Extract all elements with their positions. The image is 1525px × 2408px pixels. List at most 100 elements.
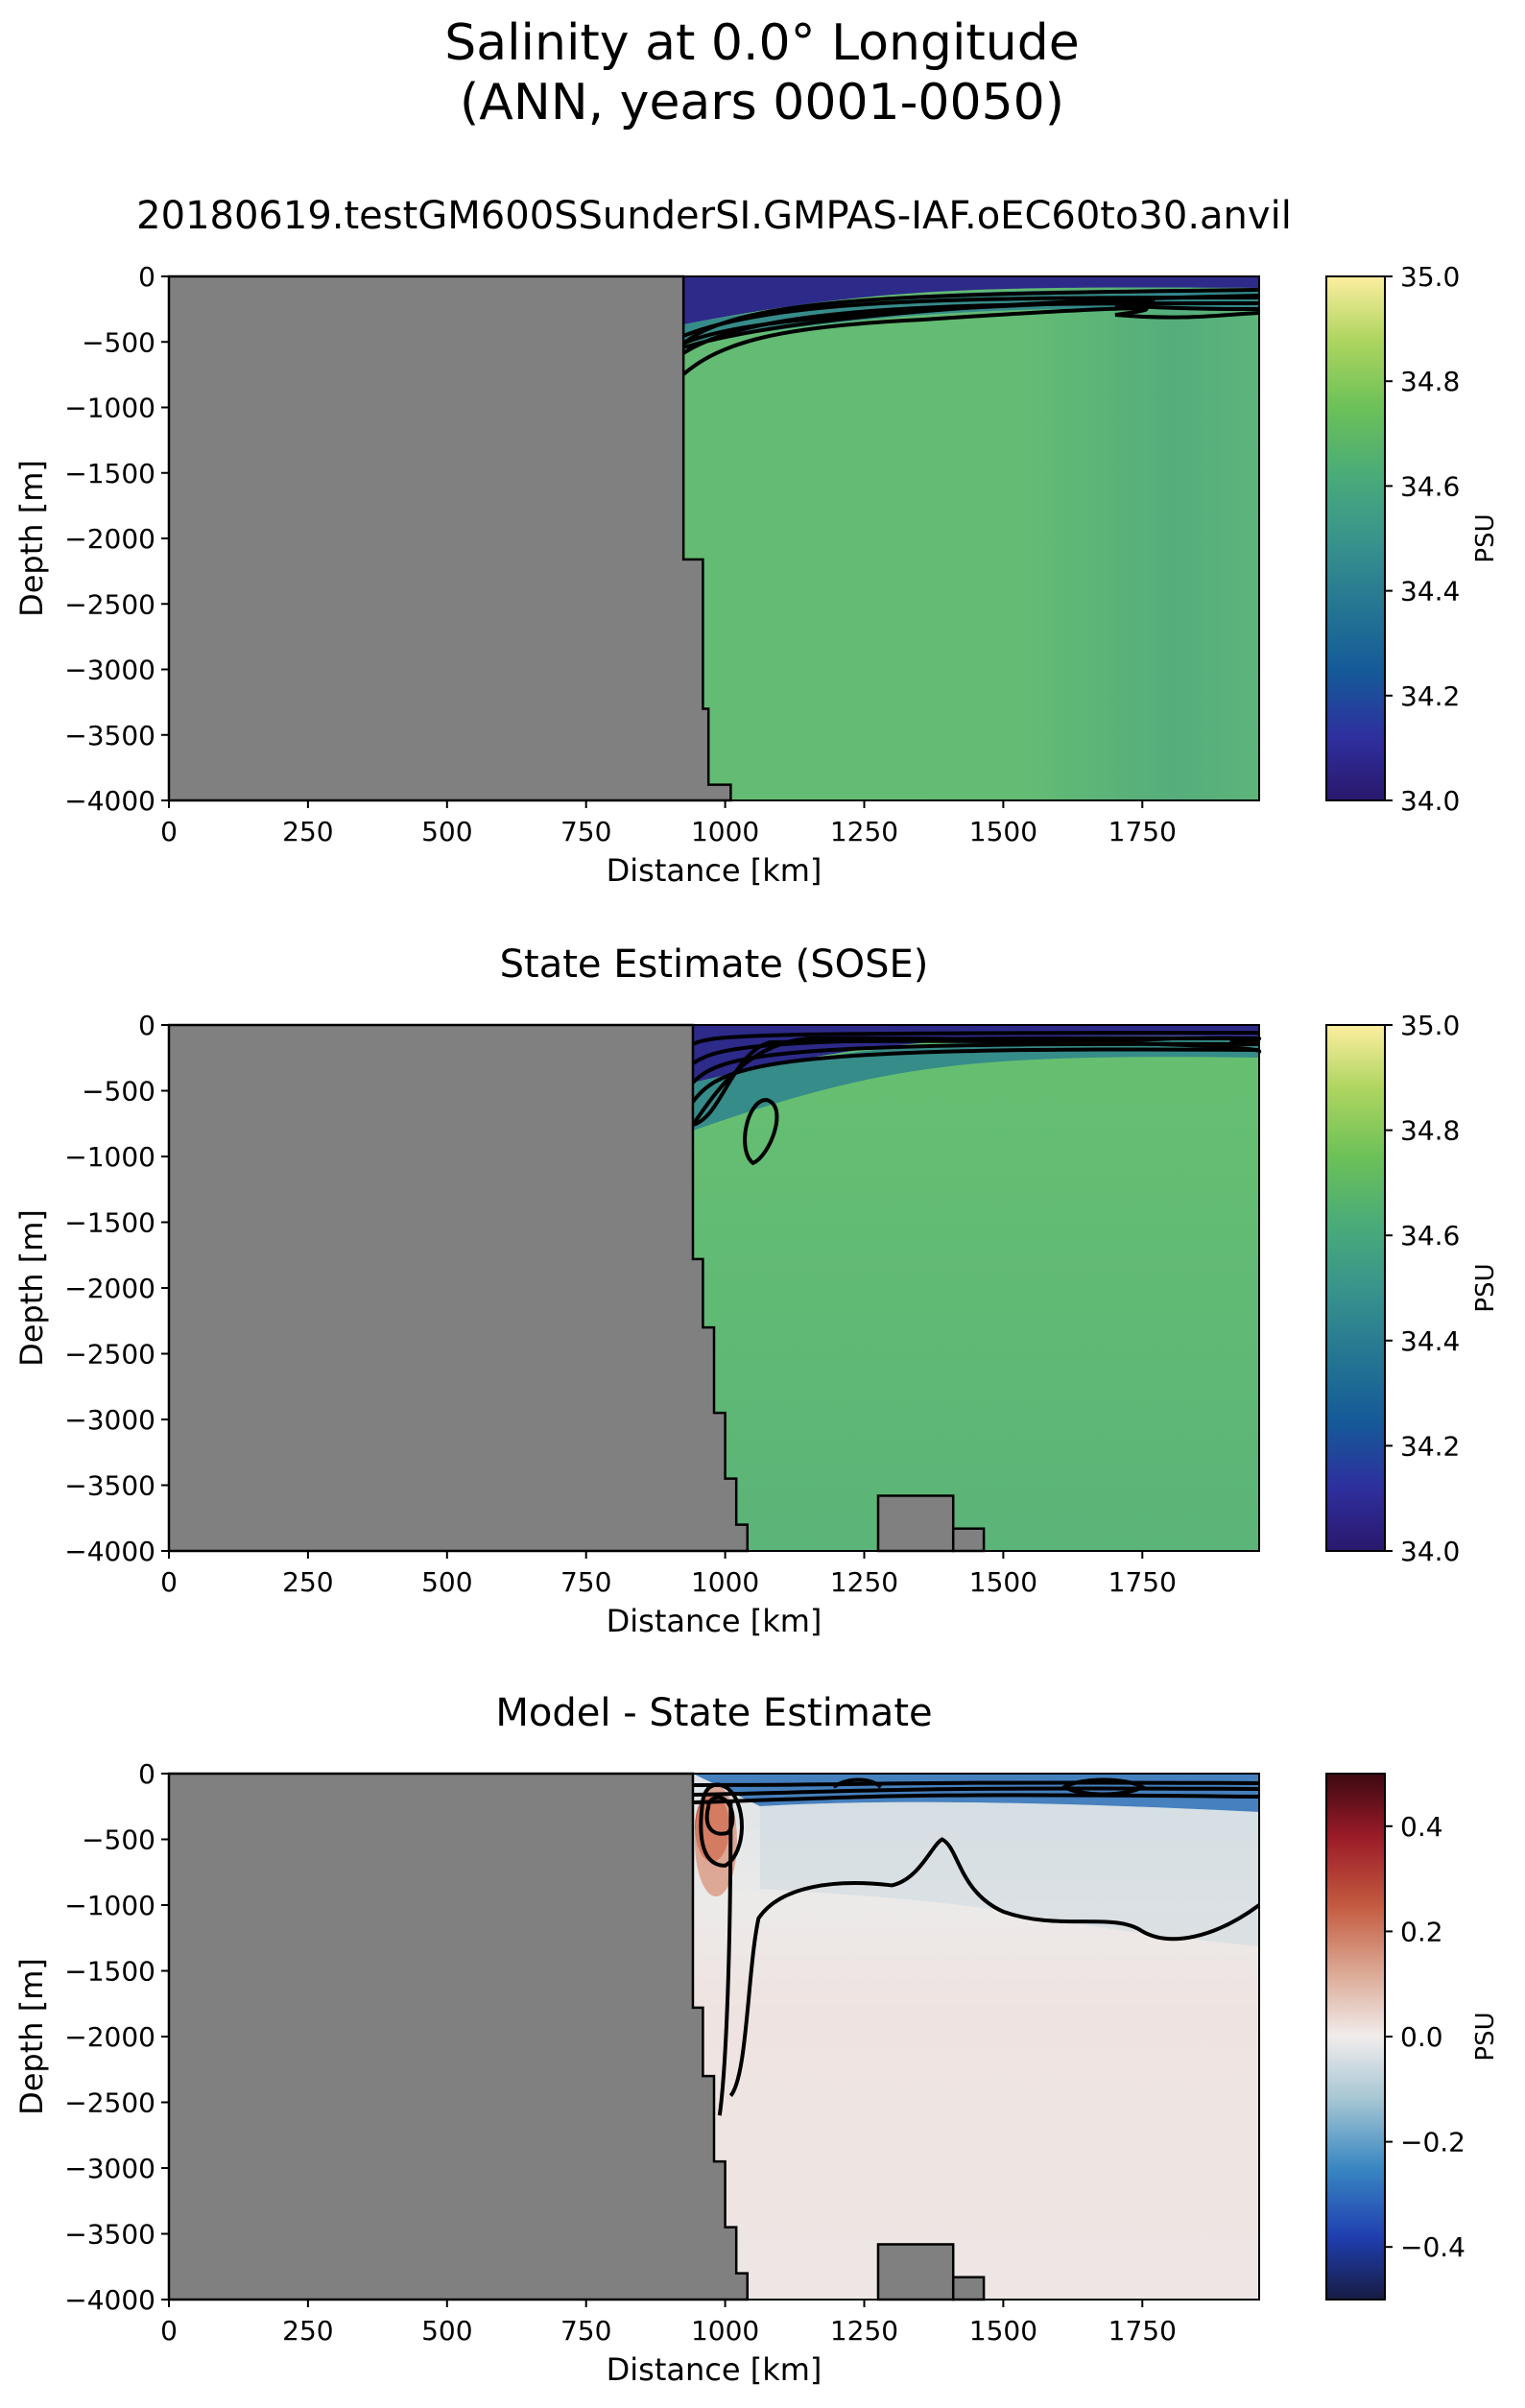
y-tick-label: 0 [138, 261, 155, 293]
x-tick-label: 1250 [830, 2315, 898, 2347]
chart-title: Model - State Estimate [495, 1691, 932, 1735]
zero-contour [728, 1837, 1261, 2097]
anomaly-contour [699, 1782, 744, 1868]
y-tick-label: −2000 [64, 1273, 155, 1304]
y-axis-label: Depth [m] [13, 1209, 50, 1367]
colorbar-tick-label: 34.6 [1400, 470, 1460, 502]
x-tick-label: 0 [160, 816, 178, 847]
y-tick-label: −4000 [64, 785, 155, 817]
colorbar-tick-label: 35.0 [1400, 261, 1460, 293]
y-tick-label: −1000 [64, 393, 155, 424]
y-tick-label: −500 [82, 326, 155, 358]
colorbar [1325, 275, 1386, 801]
contour-line [681, 306, 1260, 376]
x-tick-label: 1250 [830, 816, 898, 847]
seamount [876, 2243, 955, 2301]
x-tick-label: 250 [282, 2315, 333, 2347]
y-tick-label: 0 [138, 1758, 155, 1790]
x-tick-label: 1000 [691, 2315, 759, 2347]
x-axis-label: Distance [km] [607, 852, 822, 889]
colorbar-tick-label: 34.2 [1400, 1430, 1460, 1462]
land-mass [167, 1772, 750, 2301]
y-tick-label: −3000 [64, 1404, 155, 1436]
x-tick-label: 500 [421, 1566, 472, 1598]
colorbar-tick-label: 0.4 [1400, 1811, 1443, 1843]
y-tick-label: −500 [82, 1076, 155, 1108]
contour-line [691, 1036, 1262, 1127]
x-tick-label: 1750 [1108, 816, 1177, 847]
x-tick-label: 750 [560, 2315, 611, 2347]
contour-line [682, 298, 1260, 346]
contour-lines [691, 1031, 1262, 1166]
ocean-field [692, 1025, 1259, 1551]
chart-title: 20180619.testGM600SSunderSI.GMPAS-IAF.oE… [136, 194, 1292, 238]
panel-difference: Model - State Estimate 0 250 500 750 1000 1250… [13, 1691, 1500, 2388]
x-tick-label: 0 [160, 1566, 178, 1598]
chart-title: State Estimate (SOSE) [500, 942, 929, 987]
x-tick-label: 750 [560, 816, 611, 847]
y-tick-label: −4000 [64, 2284, 155, 2316]
colorbar-label: PSU [1471, 2012, 1500, 2061]
y-tick-label: −3000 [64, 2153, 155, 2184]
x-axis-label: Distance [km] [607, 2351, 822, 2388]
contour-line [692, 1780, 1260, 1787]
x-tick-label: 1500 [969, 2315, 1037, 2347]
colorbar-tick-label: −0.2 [1400, 2127, 1465, 2158]
contour-line [692, 1031, 1260, 1046]
y-axis-label: Depth [m] [13, 460, 50, 617]
y-tick-label: −2000 [64, 2021, 155, 2053]
colorbar-tick-label: 0.2 [1400, 1916, 1443, 1947]
x-tick-label: 1750 [1108, 2315, 1177, 2347]
x-tick-label: 1750 [1108, 1566, 1177, 1598]
x-tick-label: 1000 [691, 816, 759, 847]
halocline-band [692, 1038, 1259, 1131]
colorbar [1325, 1773, 1386, 2301]
seamount [951, 2276, 986, 2301]
x-tick-label: 250 [282, 1566, 333, 1598]
ocean-field [683, 276, 1259, 800]
panel-model: 20180619.testGM600SSunderSI.GMPAS-IAF.oE… [13, 194, 1500, 889]
seamount [876, 1494, 955, 1553]
colorbar-tick-label: −0.4 [1400, 2231, 1465, 2263]
x-tick-label: 1250 [830, 1566, 898, 1598]
x-tick-label: 1000 [691, 1566, 759, 1598]
contour-lines [692, 1777, 1261, 2116]
land-mass [167, 274, 732, 802]
x-axis-label: Distance [km] [607, 1603, 822, 1639]
x-tick-label: 250 [282, 816, 333, 847]
y-tick-label: 0 [138, 1010, 155, 1041]
colorbar-tick-label: 34.0 [1400, 1536, 1460, 1567]
x-tick-label: 500 [421, 2315, 472, 2347]
y-tick-label: −3500 [64, 720, 155, 751]
colorbar-tick-label: 34.8 [1400, 366, 1460, 397]
y-tick-label: −2500 [64, 1339, 155, 1371]
colorbar-tick-label: 34.4 [1400, 1325, 1460, 1357]
x-tick-label: 1500 [969, 1566, 1037, 1598]
contour-line [1060, 1777, 1147, 1797]
contour-line [832, 1777, 883, 1789]
y-tick-label: −1000 [64, 1890, 155, 1921]
weak-negative-anomaly [759, 1801, 1259, 1946]
y-tick-label: −1500 [64, 1207, 155, 1239]
figure-title-line1: Salinity at 0.0° Longitude [444, 14, 1080, 72]
contour-lines [681, 288, 1260, 376]
colorbar-tick-label: 34.6 [1400, 1220, 1460, 1252]
y-tick-label: −2500 [64, 588, 155, 620]
colorbar-label: PSU [1471, 513, 1500, 562]
colorbar-tick-label: 34.8 [1400, 1115, 1460, 1147]
colorbar-tick-label: 34.4 [1400, 576, 1460, 608]
x-tick-label: 1500 [969, 816, 1037, 847]
contour-line [692, 1793, 1260, 1804]
panel-state-estimate: State Estimate (SOSE) 0 250 500 750 1000 1250 1… [13, 942, 1500, 1639]
y-tick-label: −500 [82, 1824, 155, 1856]
surface-fresh-layer [683, 276, 1259, 324]
contour-line [692, 1786, 1260, 1797]
x-tick-label: 750 [560, 1566, 611, 1598]
zero-contour [717, 1800, 733, 2116]
eddy-contour [743, 1098, 779, 1166]
x-tick-label: 500 [421, 816, 472, 847]
colorbar [1325, 1024, 1386, 1552]
land-mass [167, 1023, 750, 1553]
y-tick-label: −1500 [64, 458, 155, 489]
contour-line [692, 1038, 1262, 1127]
